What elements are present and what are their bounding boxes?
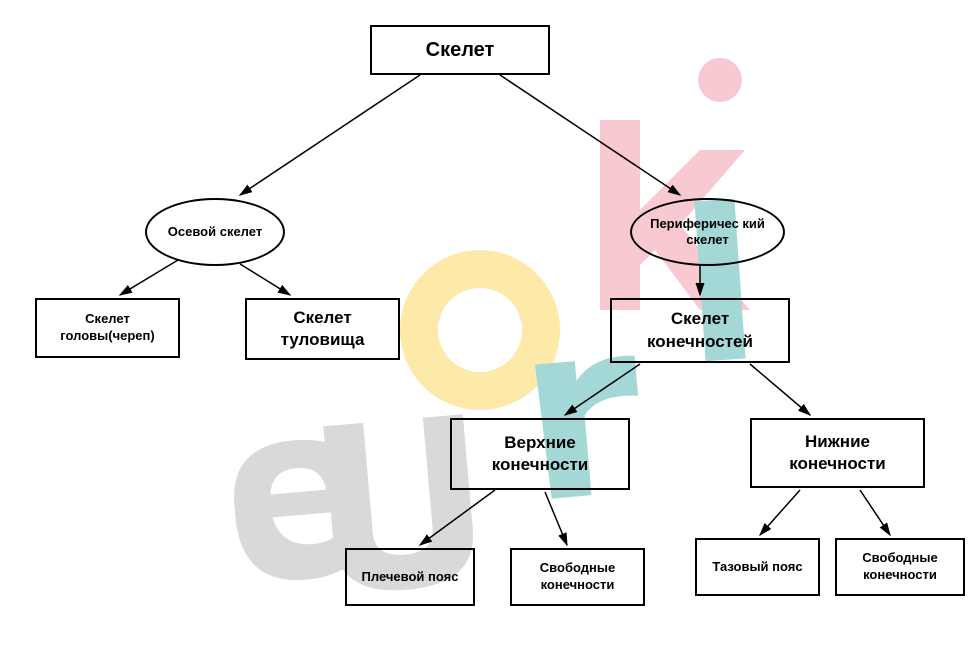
node-limbs-label: Скелет конечностей [616,308,784,352]
node-trunk: Скелет туловища [245,298,400,360]
node-pelvis: Тазовый пояс [695,538,820,596]
node-lower-free-label: Свободные конечности [841,550,959,584]
node-head: Скелет головы(череп) [35,298,180,358]
node-upper: Верхние конечности [450,418,630,490]
node-lower: Нижние конечности [750,418,925,488]
node-trunk-label: Скелет туловища [251,307,394,351]
node-shoulder-label: Плечевой пояс [362,569,459,586]
node-upper-free-label: Свободные конечности [516,560,639,594]
node-axial-label: Осевой скелет [168,224,262,240]
node-axial: Осевой скелет [145,198,285,266]
node-lower-free: Свободные конечности [835,538,965,596]
node-pelvis-label: Тазовый пояс [712,559,802,576]
node-peripheral: Периферичес кий скелет [630,198,785,266]
node-root: Скелет [370,25,550,75]
node-upper-free: Свободные конечности [510,548,645,606]
node-head-label: Скелет головы(череп) [41,311,174,345]
node-peripheral-label: Периферичес кий скелет [636,216,779,247]
node-limbs: Скелет конечностей [610,298,790,363]
node-root-label: Скелет [426,37,495,63]
node-lower-label: Нижние конечности [756,431,919,475]
node-shoulder: Плечевой пояс [345,548,475,606]
node-upper-label: Верхние конечности [456,432,624,476]
